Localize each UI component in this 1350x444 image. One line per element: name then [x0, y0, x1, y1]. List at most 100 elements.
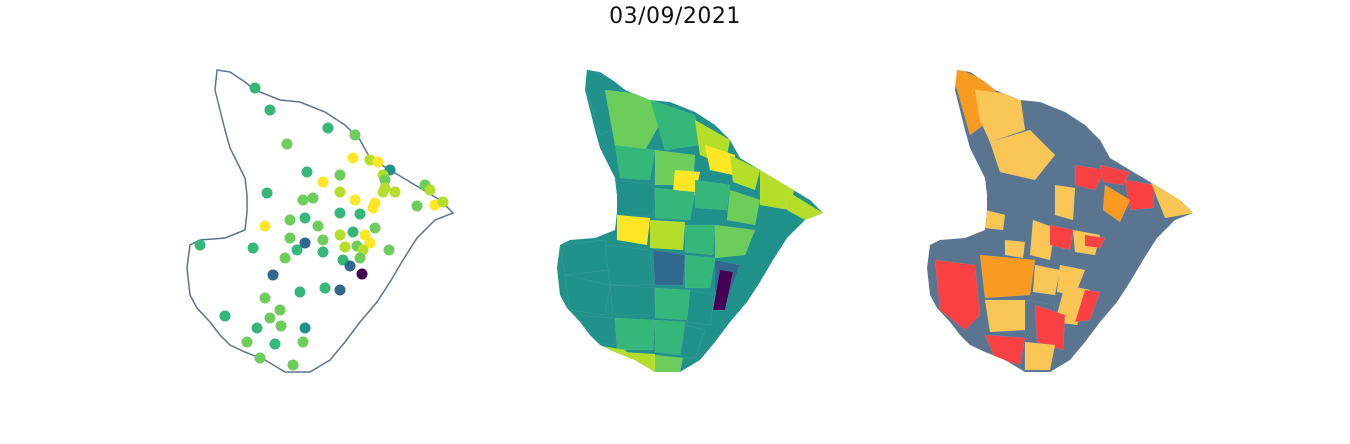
municipality-class-region: [1034, 304, 1066, 351]
station-point: [259, 292, 271, 304]
municipality-region: [694, 179, 731, 211]
station-point: [322, 122, 334, 134]
station-point: [307, 192, 319, 204]
municipality-class-region: [934, 259, 981, 331]
municipality-region: [564, 274, 611, 316]
municipality-region: [559, 239, 611, 276]
municipality-region: [654, 354, 684, 372]
station-point: [339, 241, 351, 253]
station-point: [354, 208, 366, 220]
station-point: [247, 242, 259, 254]
municipality-class-region: [1074, 164, 1106, 191]
station-point: [317, 234, 329, 246]
municipality-class-region: [1102, 184, 1131, 223]
municipality-region: [619, 351, 656, 372]
municipality-region: [679, 324, 706, 359]
station-point: [219, 310, 231, 322]
station-point: [424, 184, 436, 196]
municipality-class-regions: [934, 70, 1193, 371]
station-point: [379, 174, 391, 186]
station-point: [383, 244, 395, 256]
municipality-region: [574, 314, 616, 346]
municipality-regions: [559, 70, 823, 372]
municipality-class-region: [1032, 264, 1061, 296]
municipality-region: [684, 224, 716, 256]
municipality-region: [726, 189, 761, 226]
station-point: [254, 352, 266, 364]
municipality-region: [649, 219, 686, 251]
municipality-region: [729, 154, 761, 191]
station-point: [349, 129, 361, 141]
municipality-region: [652, 249, 686, 286]
municipality-region: [654, 187, 696, 221]
station-point: [356, 268, 368, 280]
station-point: [389, 186, 401, 198]
station-point: [334, 229, 346, 241]
municipality-class-region: [1084, 234, 1106, 249]
station-point: [317, 176, 329, 188]
station-point: [334, 284, 346, 296]
municipality-class-region: [989, 129, 1056, 181]
station-point: [275, 320, 287, 332]
municipality-region: [614, 144, 656, 181]
station-point: [261, 187, 273, 199]
municipality-region: [654, 287, 691, 321]
municipality-region: [604, 244, 654, 286]
municipality-region: [614, 179, 656, 216]
station-point: [274, 304, 286, 316]
station-point: [251, 322, 263, 334]
municipality-region: [616, 214, 651, 246]
station-point: [319, 282, 331, 294]
station-point: [264, 104, 276, 116]
station-point: [437, 196, 449, 208]
station-point: [264, 312, 276, 324]
station-point-map: [186, 69, 455, 373]
municipality-class-region: [1124, 179, 1156, 211]
station-point: [312, 220, 324, 232]
station-point: [334, 186, 346, 198]
station-point: [281, 138, 293, 150]
station-points: [194, 82, 449, 371]
station-point: [241, 336, 253, 348]
municipality-choropleth: [557, 70, 823, 372]
station-point: [249, 82, 261, 94]
station-point: [194, 239, 206, 251]
municipality-class-region: [1099, 164, 1131, 186]
station-point: [334, 207, 346, 219]
municipality-region: [784, 189, 823, 221]
station-point: [349, 194, 361, 206]
station-point: [364, 237, 376, 249]
municipality-class-map: [927, 70, 1193, 372]
municipality-class-region: [1024, 341, 1056, 371]
municipality-region: [712, 269, 734, 311]
station-point: [284, 214, 296, 226]
station-point: [287, 359, 299, 371]
municipality-region: [614, 317, 656, 351]
station-point: [297, 194, 309, 206]
station-point: [347, 226, 359, 238]
municipality-class-region: [1049, 224, 1074, 251]
station-point: [367, 202, 379, 214]
station-point: [284, 232, 296, 244]
municipality-class-region: [1029, 219, 1056, 261]
station-point: [344, 260, 356, 272]
station-point: [291, 244, 303, 256]
station-point: [259, 220, 271, 232]
station-point: [299, 322, 311, 334]
station-point: [299, 212, 311, 224]
station-point: [359, 229, 371, 241]
station-point: [347, 152, 359, 164]
municipality-class-region: [979, 254, 1036, 299]
station-point: [269, 338, 281, 350]
station-point: [267, 269, 279, 281]
station-point: [377, 186, 389, 198]
station-point: [301, 166, 313, 178]
station-point: [297, 336, 309, 348]
station-point: [334, 169, 346, 181]
station-point: [299, 237, 311, 249]
station-point: [369, 222, 381, 234]
municipality-region: [714, 224, 756, 259]
figure-title: 03/09/2021: [609, 4, 741, 29]
municipality-class-region: [1054, 184, 1076, 221]
municipality-region: [686, 289, 716, 326]
